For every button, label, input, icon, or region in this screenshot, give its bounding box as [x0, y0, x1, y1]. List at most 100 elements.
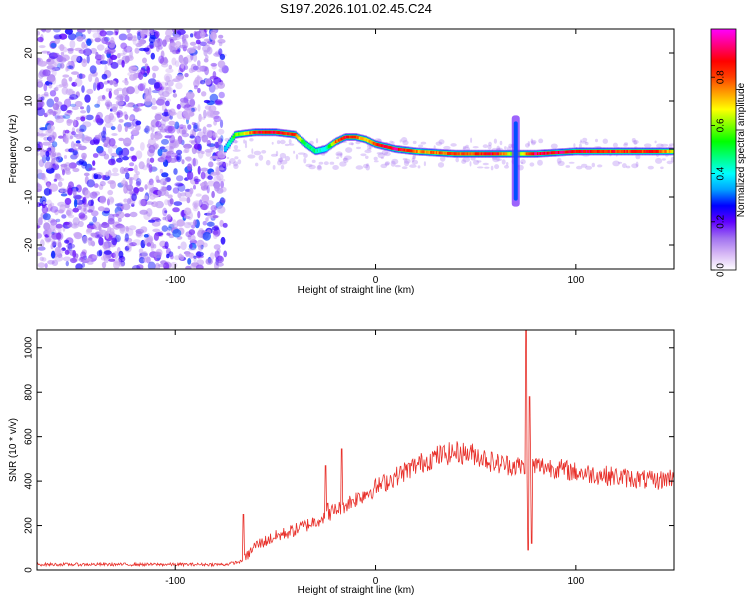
- snr-x-axis-label: Height of straight line (km): [298, 585, 415, 596]
- signal-cell: [671, 149, 674, 153]
- signal-cell: [538, 152, 541, 156]
- noise-blob: [576, 165, 583, 170]
- noise-blob: [121, 60, 125, 68]
- noise-blob: [64, 111, 72, 116]
- signal-cell: [239, 132, 243, 136]
- signal-cell: [650, 149, 653, 153]
- noise-blob: [49, 90, 57, 97]
- noise-blob: [201, 201, 210, 211]
- noise-blob: [342, 157, 348, 161]
- noise-blob: [470, 137, 473, 143]
- signal-cell: [353, 135, 356, 139]
- noise-blob: [81, 85, 85, 93]
- noise-blob: [81, 41, 86, 50]
- noise-blob: [59, 189, 64, 194]
- noise-blob: [101, 94, 106, 100]
- noise-blob: [53, 58, 60, 67]
- noise-blob: [139, 83, 144, 91]
- noise-blob: [51, 232, 60, 240]
- noise-blob: [214, 250, 220, 259]
- noise-blob: [55, 223, 63, 229]
- noise-blob: [198, 244, 204, 251]
- noise-blob: [580, 139, 583, 143]
- noise-blob: [105, 88, 110, 92]
- signal-cell: [566, 150, 569, 154]
- noise-blob: [39, 133, 47, 137]
- noise-blob: [595, 138, 598, 143]
- noise-blob: [76, 160, 83, 166]
- signal-cell: [385, 145, 388, 149]
- noise-blob: [73, 231, 82, 238]
- noise-blob: [462, 145, 467, 150]
- signal-cell: [393, 147, 397, 151]
- noise-blob: [118, 33, 128, 41]
- noise-blob: [52, 29, 61, 33]
- noise-blob: [258, 154, 264, 161]
- noise-blob: [473, 159, 480, 165]
- signal-cell: [395, 147, 398, 151]
- noise-blob: [91, 254, 98, 259]
- noise-blob: [202, 220, 207, 226]
- noise-blob: [72, 207, 79, 213]
- noise-blob: [200, 167, 209, 172]
- noise-blob: [86, 228, 93, 233]
- signal-cell: [606, 149, 610, 153]
- noise-blob: [55, 117, 64, 124]
- noise-blob: [582, 137, 588, 142]
- signal-cell: [236, 132, 240, 136]
- noise-blob: [183, 207, 192, 216]
- signal-cell: [249, 131, 252, 135]
- noise-blob: [70, 257, 77, 264]
- signal-cell: [437, 151, 440, 155]
- noise-blob: [149, 29, 153, 33]
- signal-cell: [664, 149, 667, 153]
- signal-cell: [427, 150, 430, 154]
- noise-blob: [373, 156, 378, 161]
- noise-blob: [194, 135, 201, 144]
- noise-blob: [153, 39, 161, 48]
- noise-blob: [101, 130, 107, 139]
- signal-cell: [486, 152, 489, 156]
- noise-blob: [37, 152, 41, 156]
- noise-blob: [46, 65, 55, 70]
- signal-cell: [423, 150, 426, 154]
- y-tick-label: 200: [24, 517, 35, 534]
- noise-blob: [67, 187, 73, 196]
- noise-blob: [180, 241, 187, 250]
- noise-blob: [631, 138, 636, 143]
- noise-blob: [86, 88, 94, 95]
- noise-blob: [140, 67, 146, 75]
- signal-cell: [592, 149, 596, 153]
- signal-cell: [532, 152, 536, 156]
- noise-blob: [55, 84, 63, 89]
- noise-blob: [482, 144, 489, 149]
- noise-blob: [270, 153, 278, 157]
- noise-blob: [186, 197, 191, 204]
- noise-blob: [37, 246, 46, 251]
- noise-blob: [129, 242, 137, 247]
- noise-blob: [42, 69, 51, 77]
- signal-cell: [341, 136, 345, 140]
- noise-blob: [219, 197, 225, 206]
- signal-cell: [250, 131, 254, 135]
- signal-cell: [290, 132, 293, 136]
- noise-blob: [87, 209, 93, 213]
- noise-blob: [151, 124, 155, 133]
- noise-blob: [204, 78, 212, 85]
- noise-blob: [180, 60, 185, 69]
- signal-cell: [389, 146, 393, 150]
- signal-cell: [475, 152, 478, 156]
- noise-blob: [113, 89, 120, 96]
- signal-cell: [529, 152, 533, 156]
- noise-blob: [87, 199, 94, 207]
- noise-blob: [146, 157, 150, 167]
- signal-cell: [462, 152, 466, 156]
- noise-blob: [40, 239, 45, 248]
- noise-blob: [218, 68, 225, 73]
- noise-blob: [84, 94, 91, 103]
- signal-cell: [412, 149, 415, 153]
- noise-blob: [37, 30, 41, 36]
- signal-cell: [330, 142, 334, 146]
- signal-cell: [649, 149, 652, 153]
- noise-blob: [56, 152, 62, 160]
